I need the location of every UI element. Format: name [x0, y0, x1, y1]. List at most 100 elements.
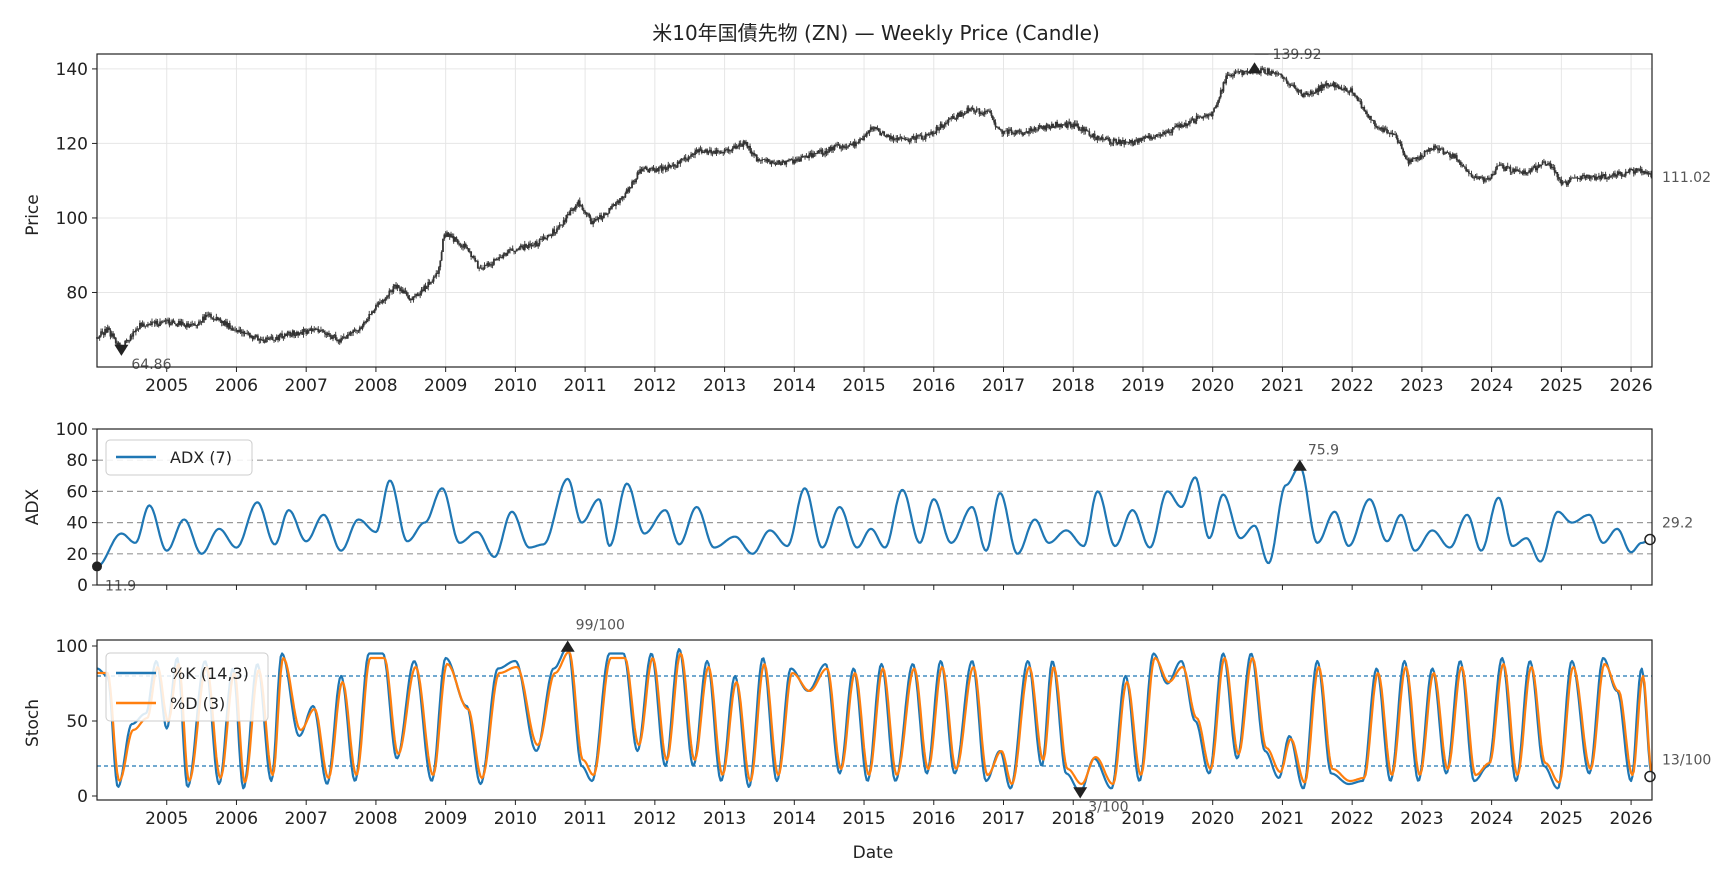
price-candle-body: [1446, 151, 1449, 153]
price-candle-body: [274, 339, 277, 341]
price-candle-body: [1040, 125, 1042, 128]
price-candle-body: [401, 289, 404, 294]
price-candle-body: [1344, 87, 1347, 89]
price-candle-body: [1402, 148, 1405, 153]
price-candle-body: [336, 339, 338, 341]
price-candle-body: [1415, 157, 1418, 159]
price-candle-body: [1211, 111, 1214, 117]
price-candle-body: [1083, 127, 1085, 132]
price-candle-body: [1624, 171, 1627, 176]
price-xtick-label: 2015: [842, 376, 885, 396]
price-candle-body: [1458, 161, 1461, 163]
price-candle-body: [1646, 171, 1649, 174]
price-candle-body: [1525, 173, 1528, 175]
price-max-marker: [1247, 62, 1262, 74]
price-candle-body: [763, 159, 766, 160]
price-candle-body: [1544, 161, 1547, 165]
price-candle-body: [637, 172, 640, 174]
price-candle-body: [1644, 171, 1647, 174]
price-candle-body: [875, 127, 878, 129]
price-candle-body: [1485, 178, 1488, 180]
price-candle-body: [1219, 90, 1222, 98]
price-candle-body: [818, 150, 821, 152]
x-axis-label: Date: [853, 843, 894, 863]
price-candle-body: [380, 301, 383, 303]
price-candle-body: [1323, 84, 1325, 89]
price-candle-body: [1547, 163, 1549, 166]
stoch-ytick-label: 50: [66, 712, 88, 732]
adx-series-line: [96, 465, 1652, 568]
price-candle-body: [812, 153, 814, 158]
price-candle-body: [1143, 136, 1146, 139]
price-candle-body: [1420, 154, 1423, 158]
price-candle-body: [455, 237, 458, 240]
price-candle-body: [851, 143, 853, 146]
price-xtick-label: 2005: [145, 376, 188, 396]
price-candle-body: [451, 236, 454, 238]
price-candle-body: [396, 285, 399, 289]
price-candle-body: [1638, 169, 1641, 171]
price-candle-body: [1567, 182, 1569, 186]
price-candle-body: [1352, 92, 1355, 94]
price-candle-body: [1490, 173, 1493, 179]
price-candle-body: [1492, 173, 1494, 175]
price-candle-body: [1050, 123, 1053, 129]
price-candle-body: [160, 321, 163, 323]
price-candle-body: [176, 325, 179, 326]
price-candle-body: [1643, 171, 1646, 174]
price-candle-body: [1355, 96, 1358, 97]
adx-panel: 0 20 40 60 80 100 75.9 11.9 29.2: [56, 420, 1694, 596]
price-candle-body: [393, 284, 396, 287]
price-candle-body: [1001, 130, 1004, 134]
price-candle-body: [527, 243, 530, 249]
price-candle-body: [1088, 131, 1091, 136]
price-candle-body: [867, 132, 869, 134]
price-candle-body: [1627, 172, 1630, 174]
price-candle-body: [1375, 125, 1378, 128]
price-candle-body: [1505, 165, 1508, 171]
price-candle-body: [770, 161, 773, 165]
price-candle-body: [927, 133, 930, 136]
price-candle-body: [155, 320, 157, 324]
price-candle-body: [952, 116, 955, 120]
price-candle-body: [847, 146, 849, 148]
price-candle-body: [334, 334, 337, 340]
price-candle-body: [839, 145, 841, 149]
price-min-marker: [114, 344, 129, 356]
price-candle-body: [1623, 175, 1626, 177]
price-candle-body: [1559, 178, 1561, 180]
price-candle-body: [1406, 158, 1409, 160]
price-candle-body: [1533, 165, 1536, 168]
price-candle-body: [977, 108, 979, 110]
price-candle-body: [187, 323, 190, 327]
price-candle-body: [313, 328, 316, 330]
price-candle-body: [759, 159, 762, 161]
price-candle-body: [1280, 73, 1282, 76]
price-candle-body: [240, 332, 243, 334]
price-candle-body: [1479, 176, 1482, 178]
price-candle-body: [970, 107, 973, 109]
price-candle-body: [494, 258, 497, 260]
price-candle-body: [1370, 116, 1372, 120]
price-candle-body: [754, 154, 757, 156]
price-candle-body: [993, 119, 996, 123]
price-candle-body: [1577, 178, 1580, 180]
price-candle-body: [1395, 134, 1398, 139]
price-candle-body: [497, 259, 499, 260]
price-candle-body: [1400, 143, 1403, 149]
price-candle-body: [1080, 129, 1083, 131]
price-candle-body: [530, 244, 533, 247]
price-candle-body: [848, 144, 851, 147]
price-candle-body: [1513, 168, 1516, 172]
price-candle-body: [1300, 89, 1303, 94]
price-candle-body: [1610, 175, 1612, 178]
price-candle-body: [1422, 156, 1425, 158]
price-candle-body: [1640, 168, 1643, 173]
price-candle-body: [1509, 166, 1512, 172]
price-candle-body: [1049, 128, 1052, 129]
price-candle-body: [1486, 177, 1489, 179]
price-candle-body: [316, 328, 318, 330]
price-candle-body: [737, 146, 739, 147]
price-candle-body: [1007, 129, 1010, 134]
price-candle-body: [841, 145, 844, 148]
